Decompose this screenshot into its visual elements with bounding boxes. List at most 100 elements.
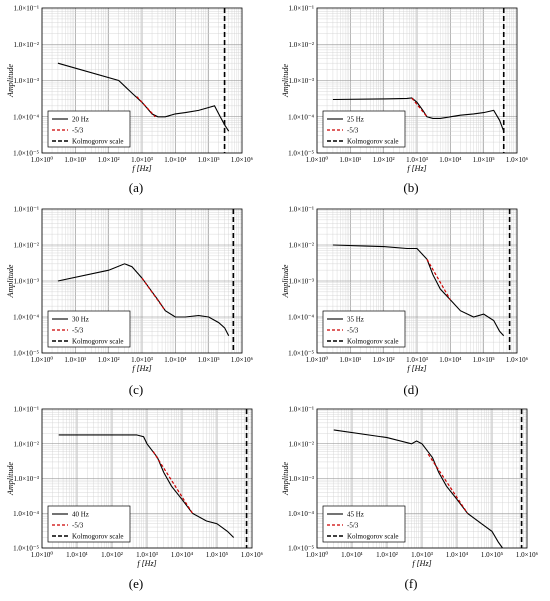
x-tick-label: 1.0×10⁶ bbox=[506, 156, 529, 164]
y-tick-label: 1.0×10⁻³ bbox=[289, 77, 315, 85]
y-tick-label: 1.0×10⁻² bbox=[14, 242, 40, 250]
y-tick-label: 1.0×10⁻⁵ bbox=[288, 350, 314, 358]
chart-panel: 1.0×10⁰ 1.0×10¹ 1.0×10² 1.0×10³ 1.0×10⁴ 1.0×1… bbox=[281, 406, 539, 592]
y-tick-label: 1.0×10⁻⁴ bbox=[13, 113, 39, 121]
y-tick-label: 1.0×10⁻¹ bbox=[289, 206, 315, 214]
legend-entry: Kolmogorov scale bbox=[72, 138, 124, 146]
y-tick-label: 1.0×10⁻¹ bbox=[14, 5, 40, 13]
x-tick-label: 1.0×10¹ bbox=[341, 551, 363, 559]
x-tick-label: 1.0×10³ bbox=[136, 551, 158, 559]
chart-panel: 1.0×10⁰ 1.0×10¹ 1.0×10² 1.0×10³ 1.0×10⁴ 1.0×1… bbox=[6, 5, 254, 196]
x-axis-label: f [Hz] bbox=[137, 559, 156, 568]
x-axis-label: f [Hz] bbox=[407, 164, 426, 173]
x-tick-label: 1.0×10⁵ bbox=[473, 356, 496, 364]
y-tick-label: 1.0×10⁻² bbox=[289, 440, 315, 448]
x-tick-label: 1.0×10⁰ bbox=[31, 356, 54, 364]
y-axis-label: Amplitude bbox=[6, 462, 15, 496]
spectrum-line bbox=[332, 97, 505, 132]
y-tick-label: 1.0×10⁻³ bbox=[289, 278, 315, 286]
x-tick-label: 1.0×10⁰ bbox=[306, 356, 329, 364]
x-tick-label: 1.0×10⁴ bbox=[439, 156, 462, 164]
x-tick-label: 1.0×10² bbox=[373, 156, 395, 164]
panel-label: (f) bbox=[405, 576, 418, 591]
chart-panel: 1.0×10⁰ 1.0×10¹ 1.0×10² 1.0×10³ 1.0×10⁴ 1.0×1… bbox=[281, 5, 529, 196]
legend-entry: Kolmogorov scale bbox=[347, 338, 399, 346]
x-tick-label: 1.0×10² bbox=[98, 356, 120, 364]
x-tick-label: 1.0×10³ bbox=[131, 156, 153, 164]
x-tick-label: 1.0×10⁰ bbox=[31, 156, 54, 164]
x-tick-label: 1.0×10⁰ bbox=[306, 156, 329, 164]
legend-entry: Kolmogorov scale bbox=[72, 338, 124, 346]
slope-reference-line bbox=[136, 96, 156, 118]
x-tick-label: 1.0×10⁴ bbox=[164, 356, 187, 364]
spectrum-line bbox=[58, 434, 235, 538]
slope-reference-line bbox=[141, 277, 166, 312]
legend-entry: Kolmogorov scale bbox=[347, 533, 399, 541]
y-tick-label: 1.0×10⁻¹ bbox=[14, 406, 40, 414]
y-tick-label: 1.0×10⁻¹ bbox=[289, 5, 315, 13]
y-axis-label: Amplitude bbox=[6, 64, 15, 98]
legend-entry: 30 Hz bbox=[72, 316, 89, 324]
x-tick-label: 1.0×10⁰ bbox=[306, 551, 329, 559]
x-tick-label: 1.0×10² bbox=[376, 551, 398, 559]
x-tick-label: 1.0×10¹ bbox=[339, 356, 361, 364]
legend-entry: 25 Hz bbox=[347, 116, 364, 124]
y-tick-label: 1.0×10⁻⁵ bbox=[13, 545, 39, 553]
x-tick-label: 1.0×10⁴ bbox=[171, 551, 194, 559]
axes-frame bbox=[316, 408, 528, 549]
spectrum-line bbox=[332, 244, 505, 337]
y-axis-label: Amplitude bbox=[6, 264, 15, 298]
x-tick-label: 1.0×10⁵ bbox=[206, 551, 229, 559]
axes-frame bbox=[41, 408, 253, 549]
x-tick-label: 1.0×10³ bbox=[411, 551, 433, 559]
panel-label: (e) bbox=[129, 576, 143, 591]
y-tick-label: 1.0×10⁻³ bbox=[14, 77, 40, 85]
axes-frame bbox=[41, 7, 243, 154]
chart-panel: 1.0×10⁰ 1.0×10¹ 1.0×10² 1.0×10³ 1.0×10⁴ 1.0×1… bbox=[6, 206, 254, 398]
y-tick-label: 1.0×10⁻¹ bbox=[289, 406, 315, 414]
chart-panel: 1.0×10⁰ 1.0×10¹ 1.0×10² 1.0×10³ 1.0×10⁴ 1.0×1… bbox=[281, 206, 529, 398]
legend-entry: 45 Hz bbox=[347, 511, 364, 519]
slope-reference-line bbox=[427, 453, 468, 514]
legend-entry: -5/3 bbox=[72, 522, 84, 530]
x-tick-label: 1.0×10¹ bbox=[66, 551, 88, 559]
y-tick-label: 1.0×10⁻⁵ bbox=[13, 150, 39, 158]
legend-entry: 40 Hz bbox=[72, 511, 89, 519]
y-tick-label: 1.0×10⁻² bbox=[14, 41, 40, 49]
y-tick-label: 1.0×10⁻² bbox=[289, 242, 315, 250]
y-tick-label: 1.0×10⁻⁴ bbox=[288, 314, 314, 322]
panel-label: (c) bbox=[129, 382, 143, 397]
y-tick-label: 1.0×10⁻⁴ bbox=[288, 113, 314, 121]
slope-reference-line bbox=[411, 97, 428, 118]
y-tick-label: 1.0×10⁻³ bbox=[14, 278, 40, 286]
x-tick-label: 1.0×10⁵ bbox=[198, 156, 221, 164]
y-axis-label: Amplitude bbox=[281, 462, 290, 496]
y-tick-label: 1.0×10⁻² bbox=[14, 440, 40, 448]
x-tick-label: 1.0×10⁶ bbox=[231, 156, 254, 164]
x-tick-label: 1.0×10⁴ bbox=[439, 356, 462, 364]
legend-entry: Kolmogorov scale bbox=[72, 533, 124, 541]
x-tick-label: 1.0×10¹ bbox=[339, 156, 361, 164]
x-tick-label: 1.0×10⁵ bbox=[481, 551, 504, 559]
legend-entry: -5/3 bbox=[347, 127, 359, 135]
axes-frame bbox=[316, 208, 518, 354]
slope-reference-line bbox=[152, 451, 194, 514]
panel-label: (a) bbox=[129, 180, 143, 195]
legend-entry: Kolmogorov scale bbox=[347, 138, 399, 146]
axes-frame bbox=[316, 7, 518, 154]
x-tick-label: 1.0×10³ bbox=[406, 156, 428, 164]
x-axis-label: f [Hz] bbox=[407, 364, 426, 373]
y-axis-label: Amplitude bbox=[281, 64, 290, 98]
x-tick-label: 1.0×10¹ bbox=[64, 356, 86, 364]
panel-label: (d) bbox=[403, 382, 418, 397]
y-tick-label: 1.0×10⁻⁴ bbox=[13, 314, 39, 322]
legend-entry: -5/3 bbox=[72, 327, 84, 335]
x-tick-label: 1.0×10⁴ bbox=[446, 551, 469, 559]
legend-entry: 20 Hz bbox=[72, 116, 89, 124]
y-tick-label: 1.0×10⁻⁴ bbox=[13, 510, 39, 518]
slope-reference-line bbox=[426, 259, 451, 301]
panel-label: (b) bbox=[403, 180, 418, 195]
x-tick-label: 1.0×10⁵ bbox=[473, 156, 496, 164]
spectrum-line bbox=[57, 62, 230, 132]
